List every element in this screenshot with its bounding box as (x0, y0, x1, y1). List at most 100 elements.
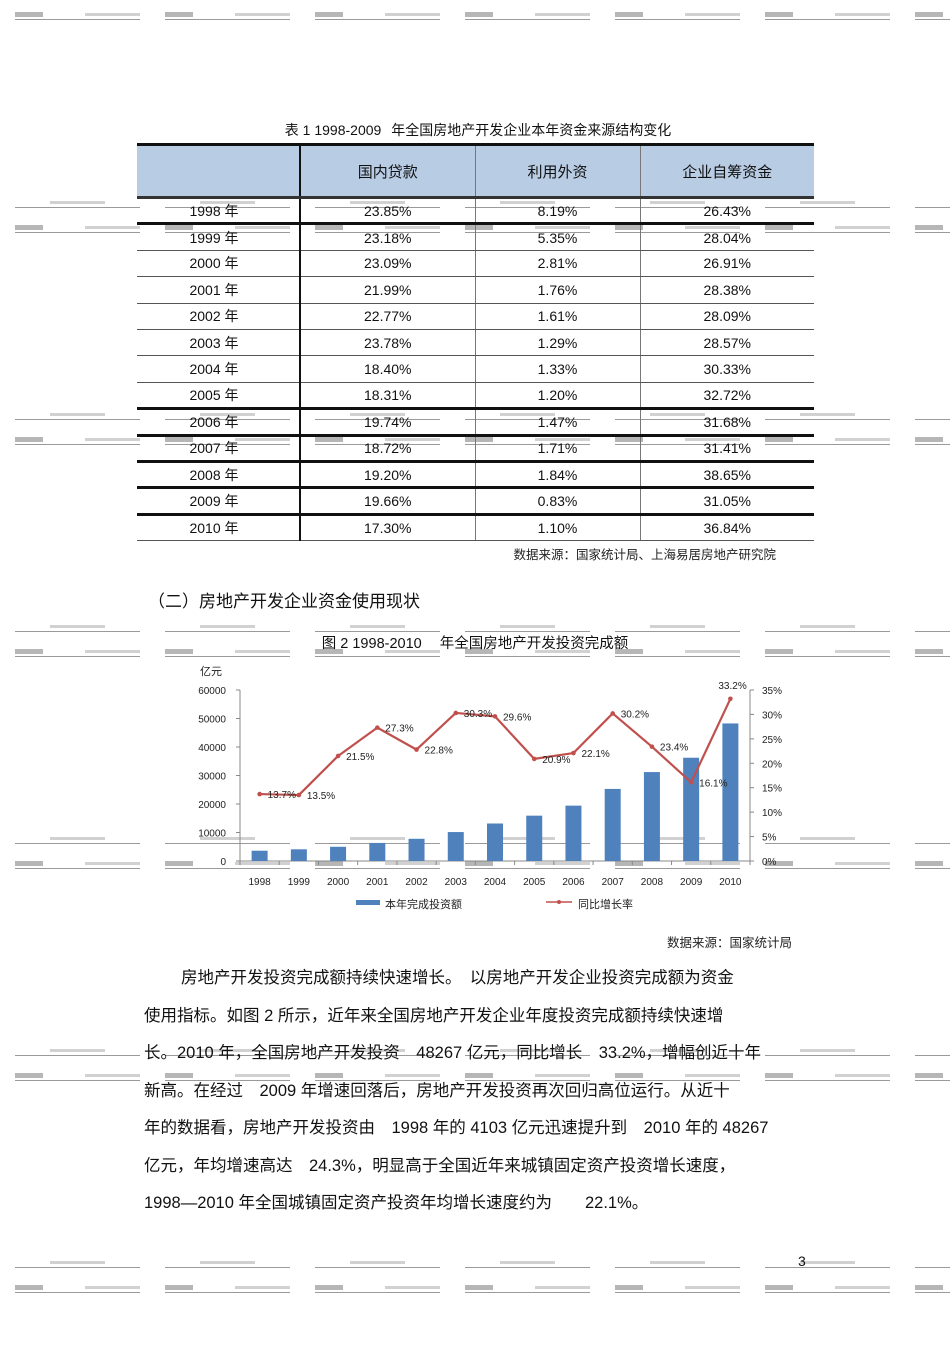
watermark-strip (315, 1073, 440, 1083)
row-year: 2002 年 (137, 303, 301, 330)
growth-rate-label: 13.5% (307, 791, 335, 802)
watermark-strip (15, 1260, 140, 1270)
cell-self-raised: 38.65% (640, 461, 814, 490)
figure-title-number: 图 2 1998-2010 (321, 636, 422, 652)
table-row: 2008 年 19.20% 1.84% 38.65% (137, 461, 814, 490)
cell-self-raised: 26.43% (640, 197, 814, 226)
cell-self-raised: 28.04% (640, 223, 814, 251)
row-year: 2005 年 (137, 382, 301, 411)
growth-rate-marker (453, 710, 459, 716)
watermark-strip (315, 1285, 440, 1295)
watermark-strip (615, 861, 740, 871)
watermark-strip (765, 200, 890, 210)
growth-rate-marker (375, 725, 380, 730)
cell-foreign-capital: 1.84% (475, 461, 641, 490)
watermark-strip (315, 624, 440, 634)
cell-foreign-capital: 1.10% (475, 514, 641, 542)
row-year: 1998 年 (137, 197, 301, 226)
cell-foreign-capital: 1.71% (475, 435, 641, 463)
table-header-row: 国内贷款 利用外资 企业自筹资金 (137, 143, 814, 199)
growth-rate-label: 27.3% (385, 724, 413, 735)
paragraph-line: 房地产开发投资完成额持续快速增长。 以房地产开发企业投资完成额为资金 (181, 969, 734, 987)
cell-foreign-capital: 1.76% (475, 276, 641, 304)
cell-self-raised: 30.33% (640, 355, 814, 383)
watermark-strip (615, 1260, 740, 1270)
x-tick-label: 2003 (445, 877, 468, 888)
bar-2002 (408, 838, 425, 861)
bar-2004 (487, 823, 503, 861)
row-year: 2003 年 (137, 329, 301, 357)
watermark-strip (765, 836, 890, 846)
cell-domestic-loans: 18.72% (300, 435, 476, 463)
header-year (137, 143, 301, 199)
watermark-strip (765, 1260, 890, 1270)
table-row: 2006 年 19.74% 1.47% 31.68% (137, 408, 814, 437)
watermark-strip (165, 836, 290, 846)
watermark-strip (315, 1048, 440, 1058)
cell-domestic-loans: 23.09% (300, 250, 476, 278)
cell-domestic-loans: 21.99% (300, 276, 476, 304)
growth-rate-label: 21.5% (346, 752, 374, 763)
watermark-strip (465, 624, 590, 634)
cell-foreign-capital: 1.20% (475, 382, 641, 411)
watermark-strip (615, 1048, 740, 1058)
y2-tick-label: 15% (762, 784, 782, 795)
watermark-strip (915, 624, 950, 634)
growth-rate-label: 23.4% (660, 743, 688, 754)
cell-foreign-capital: 1.29% (475, 329, 641, 357)
row-year: 2007 年 (137, 435, 301, 463)
growth-rate-marker (335, 753, 341, 759)
x-tick-label: 2000 (327, 877, 350, 888)
table-row: 2001 年 21.99% 1.76% 28.38% (137, 276, 814, 304)
watermark-strip (915, 1073, 950, 1083)
funding-source-table: 国内贷款 利用外资 企业自筹资金 1998 年 23.85% 8.19% 26.43%… (137, 143, 814, 542)
cell-foreign-capital: 1.61% (475, 303, 641, 330)
row-year: 2000 年 (137, 250, 301, 278)
watermark-strip (915, 1048, 950, 1058)
body-paragraph: 房地产开发投资完成额持续快速增长。 以房地产开发企业投资完成额为资金 使用指标。… (144, 960, 814, 1223)
cell-domestic-loans: 18.31% (300, 382, 476, 411)
watermark-strip (765, 1048, 890, 1058)
watermark-strip (915, 200, 950, 210)
bar-1998 (251, 850, 268, 861)
watermark-strip (165, 861, 290, 871)
watermark-strip (165, 624, 290, 634)
growth-rate-label: 22.1% (581, 749, 609, 760)
bar-2001 (369, 842, 386, 861)
header-domestic-loans: 国内贷款 (300, 143, 476, 199)
x-tick-label: 2009 (680, 877, 703, 888)
legend-line-label: 同比增长率 (578, 897, 633, 911)
x-tick-label: 1998 (248, 877, 271, 888)
y2-tick-label: 20% (762, 759, 782, 770)
watermark-strip (915, 1260, 950, 1270)
bar-2000 (330, 846, 347, 861)
watermark-strip (465, 1285, 590, 1295)
watermark-strip (15, 12, 140, 22)
bar-2010 (722, 723, 739, 861)
bar-1999 (290, 849, 307, 861)
watermark-strip (915, 861, 950, 871)
cell-domestic-loans: 23.85% (300, 197, 476, 226)
paragraph-line: 亿元，年均增速高达 24.3%，明显高于全国近年来城镇固定资产投资增长速度， (144, 1156, 736, 1175)
table-row: 1998 年 23.85% 8.19% 26.43% (137, 197, 814, 226)
paragraph-line: 使用指标。如图 2 所示，近年来全国房地产开发企业年度投资完成额持续快速增 (144, 1006, 724, 1025)
watermark-strip (15, 649, 140, 659)
x-tick-label: 2010 (719, 877, 742, 888)
watermark-strip (615, 1285, 740, 1295)
x-tick-label: 2007 (602, 877, 625, 888)
x-tick-label: 2006 (562, 877, 585, 888)
figure-source-note: 数据来源：国家统计局 (666, 936, 792, 950)
x-tick-label: 2002 (405, 877, 428, 888)
paragraph-line: 长。2010 年，全国房地产开发投资 48267 亿元，同比增长 33.2%，增… (144, 1044, 762, 1062)
y2-tick-label: 30% (762, 710, 782, 721)
cell-foreign-capital: 1.33% (475, 355, 641, 383)
section-title: （二）房地产开发企业资金使用现状 (148, 592, 420, 611)
bar-2009 (683, 757, 700, 861)
watermark-strip (915, 437, 950, 447)
row-year: 2008 年 (137, 461, 301, 490)
watermark-strip (465, 1048, 590, 1058)
y2-tick-label: 25% (762, 735, 782, 746)
growth-rate-label: 30.2% (621, 709, 649, 720)
watermark-strip (915, 412, 950, 422)
cell-foreign-capital: 5.35% (475, 223, 641, 251)
